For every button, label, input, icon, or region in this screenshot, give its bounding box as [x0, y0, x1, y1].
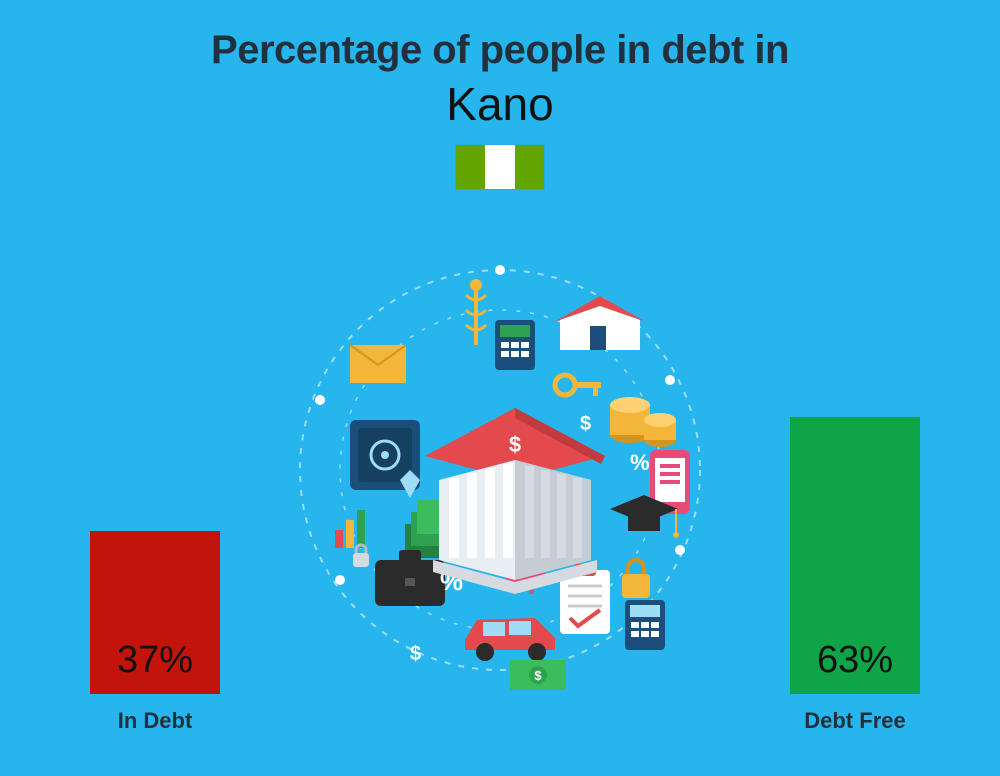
flag-stripe-left — [456, 145, 485, 189]
bar-value-debt-free: 63% — [790, 639, 920, 682]
bar-caption-in-debt: In Debt — [90, 708, 220, 734]
bar-in-debt: 37% In Debt — [90, 531, 220, 734]
bar-rect-in-debt: 37% — [90, 531, 220, 694]
nigeria-flag-icon — [456, 145, 544, 189]
bar-chart: 37% In Debt 63% Debt Free — [0, 254, 1000, 734]
page-title: Percentage of people in debt in — [0, 0, 1000, 73]
bar-caption-debt-free: Debt Free — [790, 708, 920, 734]
flag-stripe-right — [515, 145, 544, 189]
page-subtitle: Kano — [0, 77, 1000, 131]
bar-debt-free: 63% Debt Free — [790, 417, 920, 734]
bar-value-in-debt: 37% — [90, 639, 220, 682]
bar-rect-debt-free: 63% — [790, 417, 920, 694]
flag-stripe-center — [485, 145, 514, 189]
